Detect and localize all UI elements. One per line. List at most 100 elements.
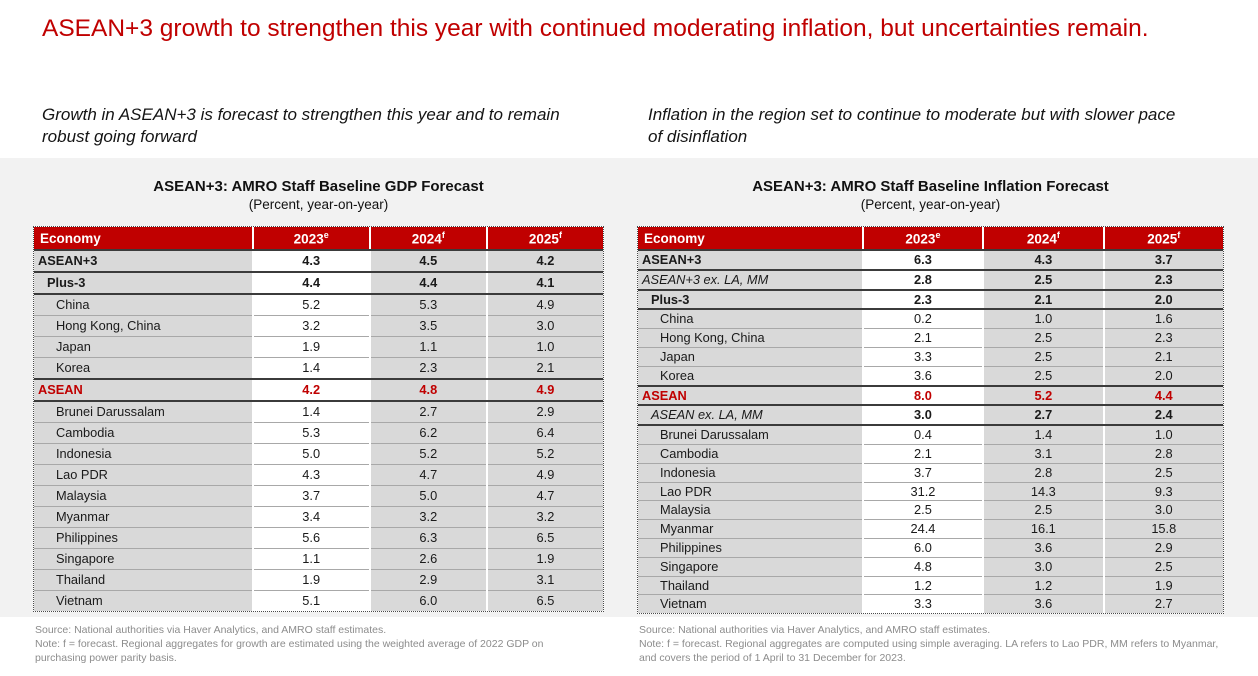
table-row: China 5.2 5.3 4.9 (34, 293, 603, 316)
economy-cell: Japan (34, 336, 253, 358)
value-cell: 3.2 (368, 506, 487, 528)
table-row: ASEAN 8.0 5.2 4.4 (638, 385, 1223, 407)
table-row: Thailand 1.9 2.9 3.1 (34, 569, 603, 591)
economy-cell: Plus-3 (638, 289, 863, 311)
column-header-year: 2023e (251, 227, 370, 251)
value-cell: 4.7 (485, 485, 603, 507)
value-cell: 5.6 (251, 527, 370, 549)
value-cell: 1.4 (251, 357, 370, 380)
table-row: Brunei Darussalam 1.4 2.7 2.9 (34, 400, 603, 423)
economy-cell: Malaysia (34, 485, 253, 507)
value-cell: 4.9 (485, 293, 603, 316)
value-cell: 2.5 (982, 328, 1104, 348)
value-cell: 3.6 (861, 365, 984, 387)
value-cell: 2.9 (368, 569, 487, 591)
table-row: Japan 1.9 1.1 1.0 (34, 336, 603, 358)
economy-cell: Hong Kong, China (638, 328, 863, 348)
economy-cell: Brunei Darussalam (638, 424, 863, 445)
economy-cell: Lao PDR (34, 464, 253, 486)
value-cell: 16.1 (982, 519, 1104, 539)
economy-cell: Cambodia (34, 422, 253, 444)
inflation-table-subtitle: (Percent, year-on-year) (860, 197, 1001, 212)
economy-cell: Myanmar (638, 519, 863, 539)
column-header-economy: Economy (34, 227, 253, 251)
value-cell: 4.8 (368, 378, 487, 402)
value-cell: 6.0 (861, 537, 984, 558)
value-cell: 5.0 (368, 485, 487, 507)
value-cell: 3.7 (861, 462, 984, 483)
value-cell: 4.4 (1102, 385, 1223, 407)
value-cell: 4.3 (251, 249, 370, 273)
table-row: ASEAN ex. LA, MM 3.0 2.7 2.4 (638, 404, 1223, 427)
table-row: Japan 3.3 2.5 2.1 (638, 346, 1223, 367)
column-header-year: 2024f (368, 227, 487, 251)
value-cell: 4.9 (485, 464, 603, 486)
value-cell: 6.4 (485, 422, 603, 444)
table-row: Lao PDR 4.3 4.7 4.9 (34, 464, 603, 486)
value-cell: 3.1 (982, 443, 1104, 464)
table-header-row: Economy 2023e 2024f 2025f (638, 227, 1223, 251)
forecast-superscript: f (1056, 229, 1060, 240)
column-header-year: 2025f (1102, 227, 1223, 251)
forecast-superscript: e (323, 229, 329, 240)
value-cell: 3.5 (368, 315, 487, 337)
value-cell: 4.2 (251, 378, 370, 402)
economy-cell: ASEAN+3 (34, 249, 253, 273)
table-row: Philippines 5.6 6.3 6.5 (34, 527, 603, 549)
inflation-table-title: ASEAN+3: AMRO Staff Baseline Inflation F… (752, 178, 1109, 195)
table-row: Korea 1.4 2.3 2.1 (34, 357, 603, 380)
table-header-row: Economy 2023e 2024f 2025f (34, 227, 603, 251)
table-row: Myanmar 3.4 3.2 3.2 (34, 506, 603, 528)
economy-cell: ASEAN ex. LA, MM (638, 404, 863, 427)
value-cell: 4.3 (251, 464, 370, 486)
value-cell: 4.2 (485, 249, 603, 273)
table-row: Plus-3 4.4 4.4 4.1 (34, 271, 603, 295)
economy-cell: Vietnam (34, 590, 253, 611)
economy-cell: Philippines (34, 527, 253, 549)
economy-cell: Thailand (638, 575, 863, 595)
value-cell: 8.0 (861, 385, 984, 407)
economy-cell: ASEAN (34, 378, 253, 402)
value-cell: 3.0 (982, 556, 1104, 577)
value-cell: 2.1 (485, 357, 603, 380)
economy-cell: Brunei Darussalam (34, 400, 253, 423)
value-cell: 5.2 (251, 293, 370, 316)
table-row: Vietnam 5.1 6.0 6.5 (34, 590, 603, 611)
value-cell: 2.1 (982, 289, 1104, 311)
value-cell: 1.2 (982, 575, 1104, 595)
value-cell: 2.5 (982, 500, 1104, 520)
table-row: Singapore 1.1 2.6 1.9 (34, 548, 603, 570)
value-cell: 6.5 (485, 590, 603, 611)
table-row: Philippines 6.0 3.6 2.9 (638, 537, 1223, 558)
gdp-method-note: Note: f = forecast. Regional aggregates … (35, 638, 544, 665)
value-cell: 5.0 (251, 443, 370, 465)
economy-cell: Korea (34, 357, 253, 380)
inflation-forecast-table: Economy 2023e 2024f 2025f ASEAN+3 6.3 4.3 3.7 A… (638, 227, 1223, 614)
inflation-table-block: ASEAN+3: AMRO Staff Baseline Inflation F… (637, 178, 1224, 615)
headline: ASEAN+3 growth to strengthen this year w… (42, 15, 1149, 42)
value-cell: 3.2 (485, 506, 603, 528)
value-cell: 1.4 (982, 424, 1104, 445)
value-cell: 2.5 (861, 500, 984, 520)
value-cell: 1.1 (251, 548, 370, 570)
table-row: Malaysia 3.7 5.0 4.7 (34, 485, 603, 507)
value-cell: 5.2 (368, 443, 487, 465)
value-cell: 2.1 (1102, 346, 1223, 367)
value-cell: 3.3 (861, 346, 984, 367)
value-cell: 1.0 (1102, 424, 1223, 445)
value-cell: 2.4 (1102, 404, 1223, 427)
table-row: Hong Kong, China 3.2 3.5 3.0 (34, 315, 603, 337)
value-cell: 5.3 (251, 422, 370, 444)
forecast-superscript: f (558, 229, 562, 240)
right-takeaway: Inflation in the region set to continue … (648, 105, 1176, 147)
value-cell: 2.0 (1102, 365, 1223, 387)
value-cell: 0.4 (861, 424, 984, 445)
table-row: Cambodia 2.1 3.1 2.8 (638, 443, 1223, 464)
value-cell: 2.5 (982, 365, 1104, 387)
value-cell: 4.4 (368, 271, 487, 295)
economy-cell: Hong Kong, China (34, 315, 253, 337)
value-cell: 2.1 (861, 443, 984, 464)
value-cell: 3.2 (251, 315, 370, 337)
value-cell: 1.9 (485, 548, 603, 570)
